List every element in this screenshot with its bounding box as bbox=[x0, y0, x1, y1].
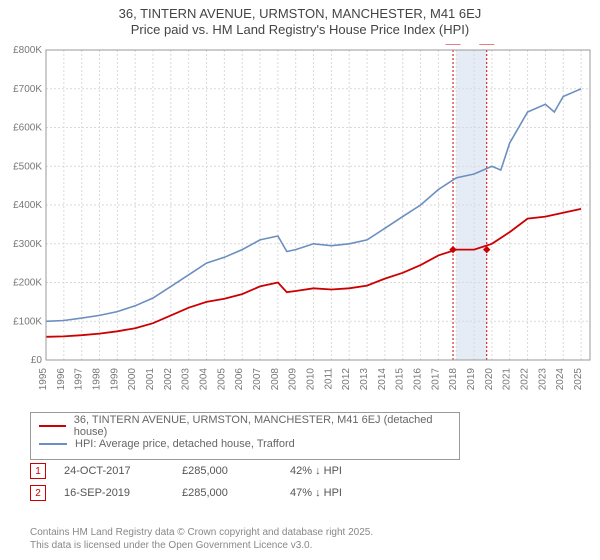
sale-row: 1 24-OCT-2017 £285,000 42% ↓ HPI bbox=[30, 460, 380, 482]
svg-text:1997: 1997 bbox=[74, 368, 85, 391]
svg-text:1996: 1996 bbox=[56, 368, 67, 391]
svg-text:2016: 2016 bbox=[413, 368, 424, 391]
svg-text:2006: 2006 bbox=[234, 368, 245, 391]
sale-price: £285,000 bbox=[182, 487, 272, 499]
svg-text:2022: 2022 bbox=[520, 368, 531, 391]
sale-marker: 1 bbox=[30, 463, 46, 479]
sale-row: 2 16-SEP-2019 £285,000 47% ↓ HPI bbox=[30, 482, 380, 504]
svg-text:2024: 2024 bbox=[555, 368, 566, 391]
copyright-line-2: This data is licensed under the Open Gov… bbox=[30, 539, 373, 552]
svg-text:2014: 2014 bbox=[377, 368, 388, 391]
svg-text:2010: 2010 bbox=[306, 368, 317, 391]
svg-text:2012: 2012 bbox=[341, 368, 352, 391]
svg-text:£500K: £500K bbox=[13, 161, 42, 172]
svg-text:1995: 1995 bbox=[38, 368, 49, 391]
legend-row: 36, TINTERN AVENUE, URMSTON, MANCHESTER,… bbox=[39, 417, 451, 435]
svg-text:2017: 2017 bbox=[430, 368, 441, 391]
svg-text:2015: 2015 bbox=[395, 368, 406, 391]
chart-title: 36, TINTERN AVENUE, URMSTON, MANCHESTER,… bbox=[0, 0, 600, 39]
legend: 36, TINTERN AVENUE, URMSTON, MANCHESTER,… bbox=[30, 412, 460, 460]
svg-text:2023: 2023 bbox=[537, 368, 548, 391]
svg-text:£700K: £700K bbox=[13, 84, 42, 95]
sale-delta: 47% ↓ HPI bbox=[290, 487, 380, 499]
sale-date: 24-OCT-2017 bbox=[64, 465, 164, 477]
legend-label: 36, TINTERN AVENUE, URMSTON, MANCHESTER,… bbox=[74, 414, 451, 438]
svg-text:2005: 2005 bbox=[216, 368, 227, 391]
svg-text:2018: 2018 bbox=[448, 368, 459, 391]
svg-text:£800K: £800K bbox=[13, 45, 42, 56]
price-chart: £0 £100K £200K £300K £400K £500K £600K £700K £80… bbox=[4, 44, 596, 406]
svg-text:2007: 2007 bbox=[252, 368, 263, 391]
svg-text:2008: 2008 bbox=[270, 368, 281, 391]
legend-label: HPI: Average price, detached house, Traf… bbox=[75, 438, 295, 450]
svg-text:2004: 2004 bbox=[199, 368, 210, 391]
svg-text:£100K: £100K bbox=[13, 316, 42, 327]
legend-swatch bbox=[39, 443, 67, 445]
legend-swatch bbox=[39, 425, 66, 427]
svg-text:2025: 2025 bbox=[573, 368, 584, 391]
copyright-line-1: Contains HM Land Registry data © Crown c… bbox=[30, 526, 373, 539]
svg-text:£0: £0 bbox=[31, 355, 43, 366]
copyright: Contains HM Land Registry data © Crown c… bbox=[30, 526, 373, 552]
sale-price: £285,000 bbox=[182, 465, 272, 477]
sale-date: 16-SEP-2019 bbox=[64, 487, 164, 499]
title-line-2: Price paid vs. HM Land Registry's House … bbox=[0, 22, 600, 38]
svg-text:2013: 2013 bbox=[359, 368, 370, 391]
svg-text:2019: 2019 bbox=[466, 368, 477, 391]
svg-text:2021: 2021 bbox=[502, 368, 513, 391]
svg-text:2011: 2011 bbox=[323, 368, 334, 390]
svg-text:2003: 2003 bbox=[181, 368, 192, 391]
svg-text:£300K: £300K bbox=[13, 239, 42, 250]
svg-text:2001: 2001 bbox=[145, 368, 156, 391]
svg-text:1998: 1998 bbox=[92, 368, 103, 391]
svg-text:1999: 1999 bbox=[109, 368, 120, 391]
chart-area: £0 £100K £200K £300K £400K £500K £600K £700K £80… bbox=[4, 44, 596, 406]
sale-delta: 42% ↓ HPI bbox=[290, 465, 380, 477]
sale-marker: 2 bbox=[30, 485, 46, 501]
svg-text:£200K: £200K bbox=[13, 278, 42, 289]
svg-text:£600K: £600K bbox=[13, 123, 42, 134]
svg-text:2000: 2000 bbox=[127, 368, 138, 391]
svg-text:2009: 2009 bbox=[288, 368, 299, 391]
svg-text:£400K: £400K bbox=[13, 200, 42, 211]
svg-text:2002: 2002 bbox=[163, 368, 174, 391]
sales-table: 1 24-OCT-2017 £285,000 42% ↓ HPI 2 16-SEP-201… bbox=[30, 460, 380, 504]
title-line-1: 36, TINTERN AVENUE, URMSTON, MANCHESTER,… bbox=[0, 6, 600, 22]
svg-text:2020: 2020 bbox=[484, 368, 495, 391]
